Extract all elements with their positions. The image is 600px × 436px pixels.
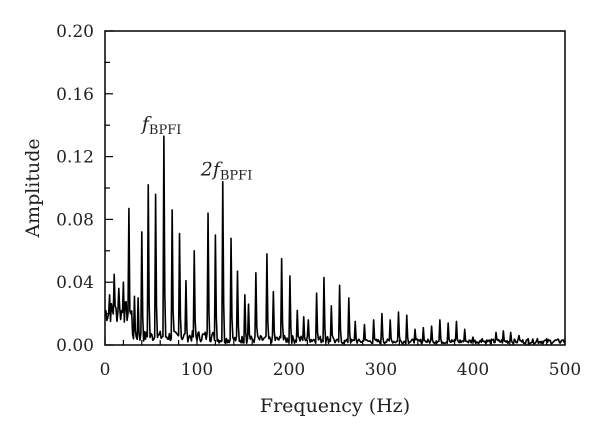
x-tick-label: 100 [181,360,213,380]
y-ticks: 0.00 0.04 0.08 0.12 0.16 0.20 [56,22,113,356]
y-tick-label: 0.08 [56,210,94,230]
y-tick-label: 0.16 [56,85,94,105]
x-tick-label: 400 [457,360,489,380]
x-axis-label: Frequency (Hz) [260,395,410,417]
plot-frame [104,30,566,346]
x-ticks: 0 100 200 300 400 500 [100,337,581,380]
peak-annotation: fBPFI [140,113,182,138]
peak-annotations: fBPFI 2fBPFI [140,113,252,184]
spectrum-line [104,135,566,345]
y-tick-label: 0.12 [56,148,94,168]
y-axis-label: Amplitude [22,138,44,238]
x-tick-label: 300 [365,360,397,380]
peak-annotation: 2fBPFI [200,159,253,184]
x-tick-label: 500 [549,360,581,380]
y-tick-label: 0.00 [56,336,94,356]
y-tick-label: 0.04 [56,273,94,293]
x-tick-label: 200 [273,360,305,380]
x-tick-label: 0 [100,360,111,380]
y-tick-label: 0.20 [56,22,94,42]
